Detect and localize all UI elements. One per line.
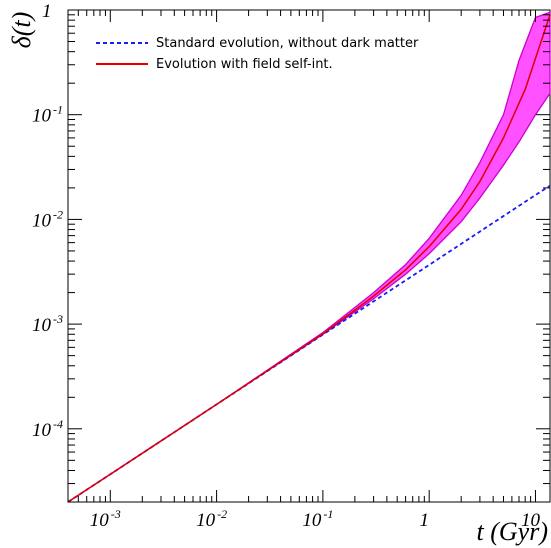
y-tick-label-0: 10 -4 xyxy=(32,417,63,441)
series-lines xyxy=(67,14,551,503)
y-tick-label-2: 10 -2 xyxy=(32,207,63,231)
axis-ticks xyxy=(67,9,550,503)
x-axis-title: t (Gyr) xyxy=(477,517,548,546)
y-axis-title: δ(t) xyxy=(7,12,36,49)
x-tick-label-2: 10 -1 xyxy=(302,507,333,531)
band-area xyxy=(67,11,551,503)
y-tick-labels: 10 -4 10 -3 10 -2 10 -1 1 xyxy=(32,1,63,441)
y-tick-label-4: 1 xyxy=(42,1,52,22)
x-tick-label-1: 10 -2 xyxy=(196,507,227,531)
uncertainty-band xyxy=(67,11,551,503)
legend-label-self-interaction: Evolution with field self-int. xyxy=(156,57,333,72)
y-tick-label-1: 10 -3 xyxy=(32,312,63,336)
y-tick-label-3: 10 -1 xyxy=(32,103,63,127)
x-tick-label-4: 10 xyxy=(521,510,541,531)
series-line-1 xyxy=(67,14,551,503)
x-tick-label-3: 1 xyxy=(419,510,429,531)
legend-label-standard: Standard evolution, without dark matter xyxy=(156,36,419,51)
legend: Standard evolution, without dark matter … xyxy=(96,36,419,72)
x-tick-label-0: 10 -3 xyxy=(90,507,121,531)
x-tick-labels: 10 -3 10 -2 10 -1 1 10 xyxy=(90,507,541,531)
plot-frame xyxy=(67,9,551,503)
